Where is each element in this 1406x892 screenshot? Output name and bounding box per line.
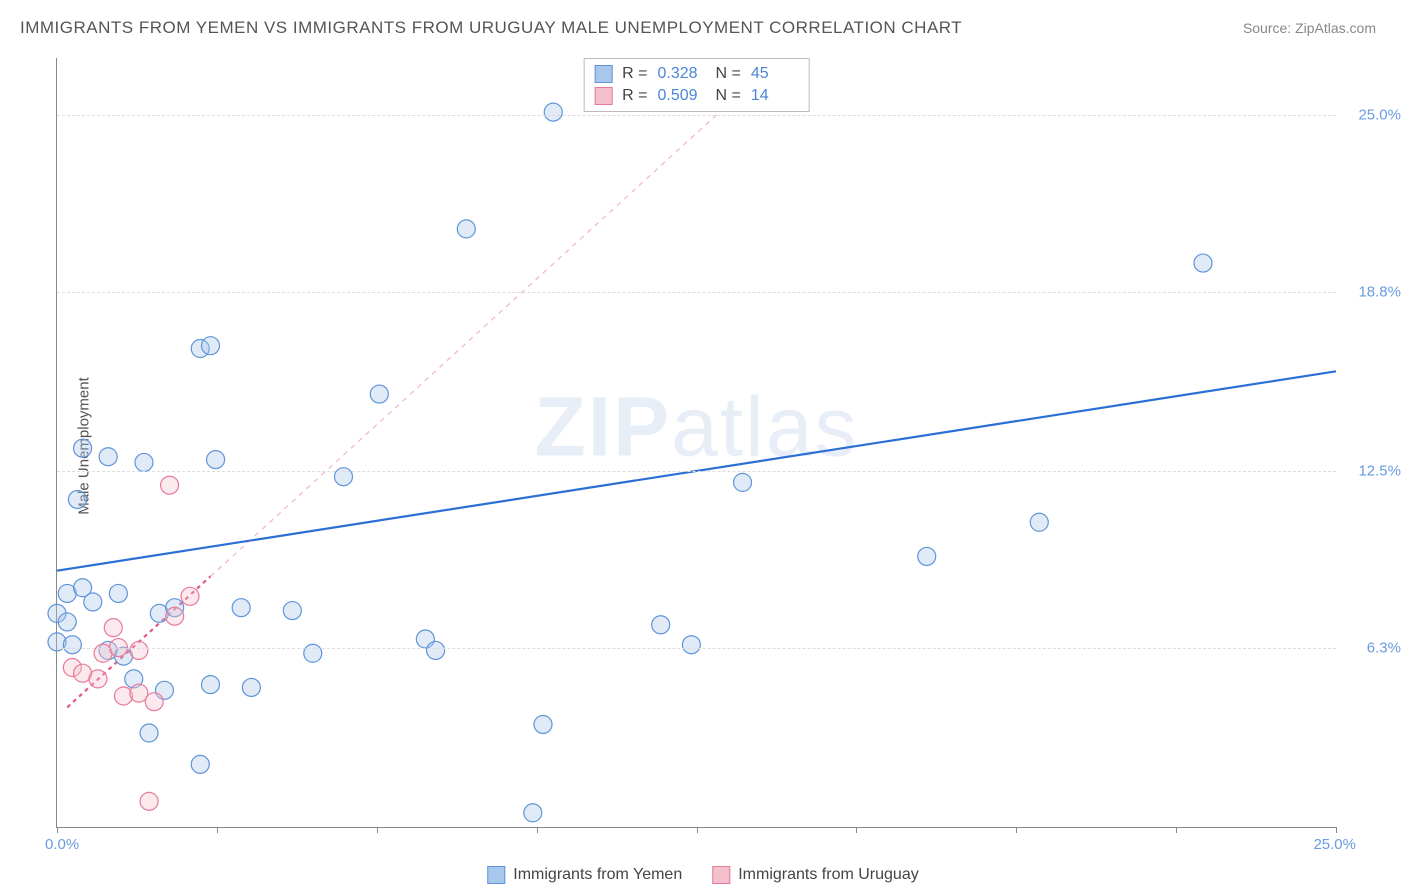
data-point xyxy=(201,337,219,355)
data-point xyxy=(166,607,184,625)
y-tick-label: 18.8% xyxy=(1358,283,1401,300)
data-point xyxy=(207,451,225,469)
data-point xyxy=(135,453,153,471)
source-attribution: Source: ZipAtlas.com xyxy=(1243,20,1376,36)
r-label: R = xyxy=(622,87,647,105)
chart-title: IMMIGRANTS FROM YEMEN VS IMMIGRANTS FROM… xyxy=(20,18,962,38)
x-tick xyxy=(1016,827,1017,833)
n-value-yemen: 45 xyxy=(751,65,799,83)
plot-area: ZIPatlas R = 0.328 N = 45 R = 0.509 N = … xyxy=(56,58,1336,828)
data-point xyxy=(89,670,107,688)
correlation-legend: R = 0.328 N = 45 R = 0.509 N = 14 xyxy=(583,58,810,112)
x-axis-max-label: 25.0% xyxy=(1313,836,1356,853)
legend-label-yemen: Immigrants from Yemen xyxy=(513,866,682,884)
plot-svg xyxy=(57,58,1336,827)
legend-swatch-uruguay xyxy=(594,87,612,105)
data-point xyxy=(201,676,219,694)
data-point xyxy=(58,613,76,631)
data-point xyxy=(99,448,117,466)
data-point xyxy=(104,619,122,637)
n-label: N = xyxy=(716,87,741,105)
r-value-yemen: 0.328 xyxy=(658,65,706,83)
x-tick xyxy=(697,827,698,833)
r-value-uruguay: 0.509 xyxy=(658,87,706,105)
data-point xyxy=(161,476,179,494)
data-point xyxy=(283,602,301,620)
y-tick-label: 12.5% xyxy=(1358,462,1401,479)
legend-row-yemen: R = 0.328 N = 45 xyxy=(594,63,799,85)
legend-item-yemen: Immigrants from Yemen xyxy=(487,866,682,884)
data-point xyxy=(457,220,475,238)
x-tick xyxy=(57,827,58,833)
data-point xyxy=(682,636,700,654)
x-tick xyxy=(217,827,218,833)
data-point xyxy=(109,584,127,602)
legend-swatch-yemen xyxy=(594,65,612,83)
chart-container: IMMIGRANTS FROM YEMEN VS IMMIGRANTS FROM… xyxy=(0,0,1406,892)
y-tick-label: 6.3% xyxy=(1367,639,1401,656)
y-tick-label: 25.0% xyxy=(1358,106,1401,123)
data-point xyxy=(370,385,388,403)
data-point xyxy=(918,547,936,565)
data-point xyxy=(1194,254,1212,272)
gridline xyxy=(57,648,1336,649)
x-tick xyxy=(377,827,378,833)
data-point xyxy=(63,636,81,654)
gridline xyxy=(57,115,1336,116)
x-tick xyxy=(537,827,538,833)
data-point xyxy=(74,439,92,457)
data-point xyxy=(145,693,163,711)
series-legend: Immigrants from Yemen Immigrants from Ur… xyxy=(487,866,918,884)
data-point xyxy=(534,715,552,733)
data-point xyxy=(84,593,102,611)
data-point xyxy=(140,792,158,810)
legend-swatch-yemen-icon xyxy=(487,866,505,884)
legend-swatch-uruguay-icon xyxy=(712,866,730,884)
legend-item-uruguay: Immigrants from Uruguay xyxy=(712,866,919,884)
data-point xyxy=(232,599,250,617)
n-label: N = xyxy=(716,65,741,83)
gridline xyxy=(57,292,1336,293)
data-point xyxy=(140,724,158,742)
x-axis-min-label: 0.0% xyxy=(45,836,79,853)
x-tick xyxy=(1176,827,1177,833)
data-point xyxy=(181,587,199,605)
data-point xyxy=(191,755,209,773)
legend-label-uruguay: Immigrants from Uruguay xyxy=(738,866,919,884)
trend-line-extension xyxy=(210,86,747,576)
legend-row-uruguay: R = 0.509 N = 14 xyxy=(594,85,799,107)
data-point xyxy=(544,103,562,121)
r-label: R = xyxy=(622,65,647,83)
data-point xyxy=(242,678,260,696)
data-point xyxy=(652,616,670,634)
x-tick xyxy=(856,827,857,833)
x-tick xyxy=(1336,827,1337,833)
data-point xyxy=(130,641,148,659)
data-point xyxy=(1030,513,1048,531)
gridline xyxy=(57,471,1336,472)
data-point xyxy=(734,473,752,491)
data-point xyxy=(68,490,86,508)
data-point xyxy=(524,804,542,822)
data-point xyxy=(427,641,445,659)
n-value-uruguay: 14 xyxy=(751,87,799,105)
